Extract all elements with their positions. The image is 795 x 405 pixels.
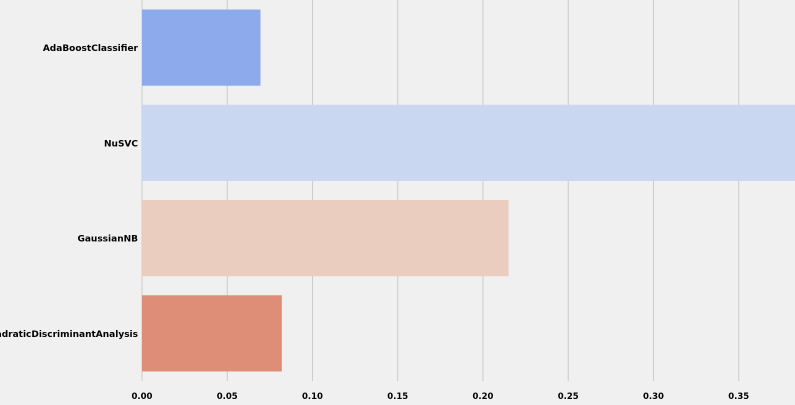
y-tick-label: AdaBoostClassifier [43, 44, 139, 54]
x-tick-labels: 0.00 0.05 0.10 0.15 0.20 0.25 0.30 0.35 [132, 392, 750, 402]
x-tick-label: 0.20 [472, 392, 493, 402]
bar-AdaBoostClassifier [142, 9, 261, 86]
x-tick-label: 0.15 [387, 392, 408, 402]
y-tick-label: QuadraticDiscriminantAnalysis [0, 330, 138, 340]
bar-NuSVC [142, 104, 795, 181]
x-tick-label: 0.25 [558, 392, 579, 402]
bar-QuadraticDiscriminantAnalysis [142, 295, 282, 372]
bars [142, 9, 795, 372]
y-tick-labels: AdaBoostClassifier NuSVC GaussianNB Quadrat… [0, 44, 139, 340]
y-tick-label: NuSVC [104, 139, 138, 149]
y-tick-label: GaussianNB [77, 235, 138, 245]
x-tick-label: 0.00 [132, 392, 153, 402]
bar-GaussianNB [142, 200, 509, 277]
x-tick-label: 0.35 [728, 392, 749, 402]
x-tick-label: 0.10 [302, 392, 323, 402]
x-tick-label: 0.05 [217, 392, 238, 402]
x-tick-label: 0.30 [643, 392, 664, 402]
